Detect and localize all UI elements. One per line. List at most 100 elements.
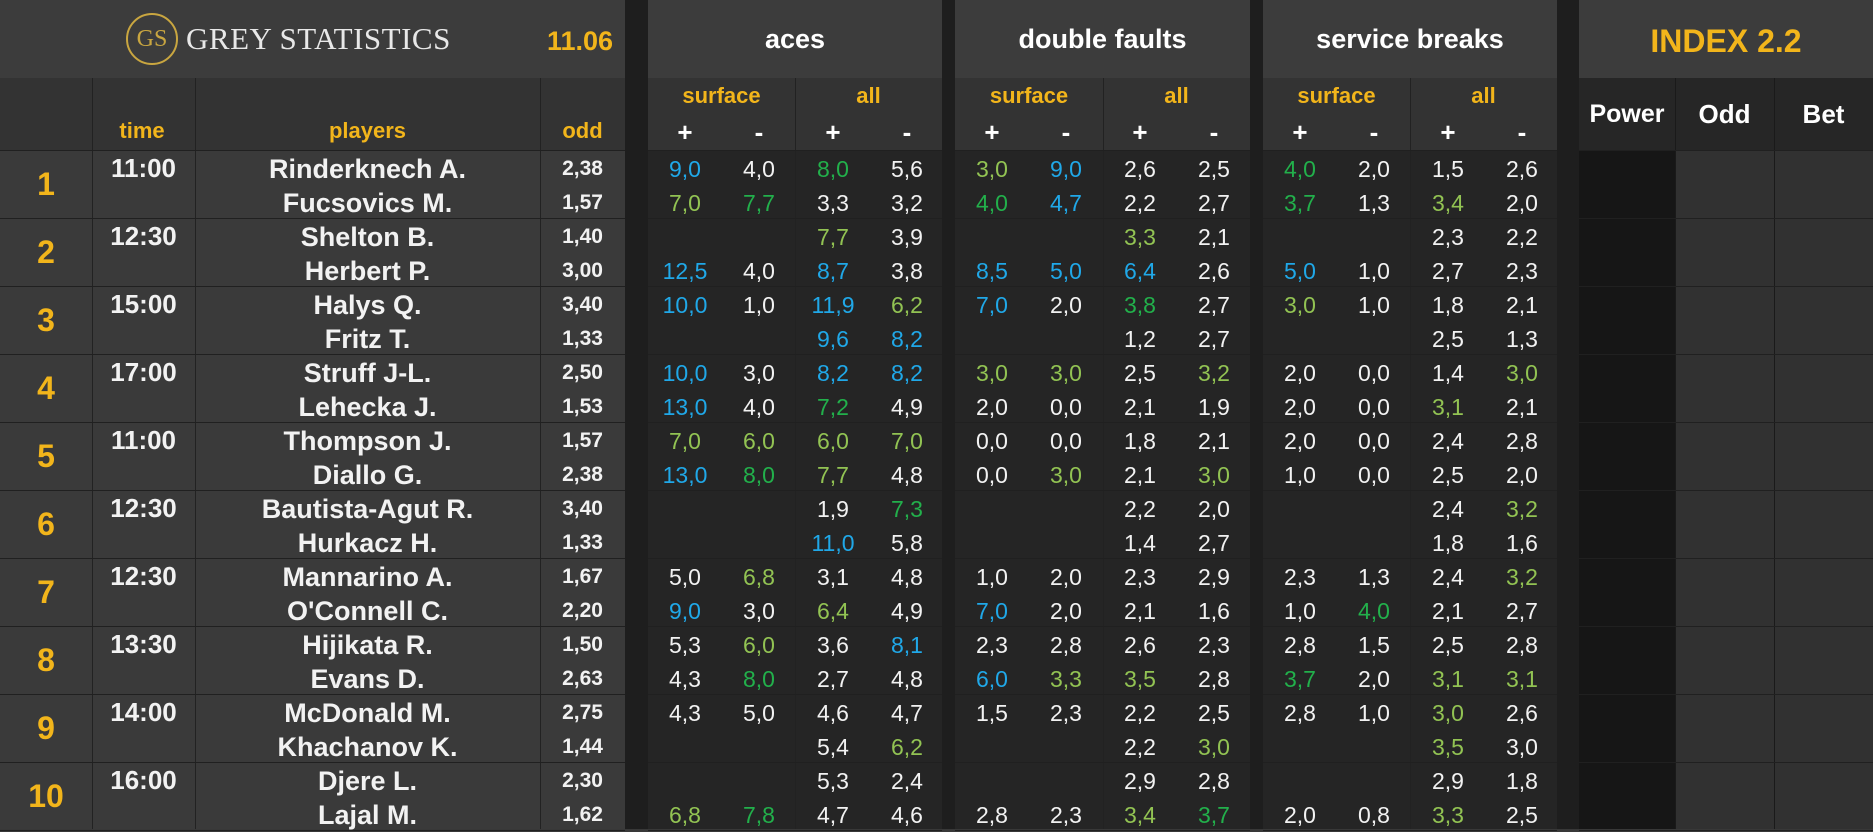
stat-value: 2,6 [1124, 631, 1156, 658]
stat-value: 7,8 [743, 801, 775, 828]
stat-value: 2,5 [1506, 801, 1538, 828]
stat-value: 4,0 [743, 155, 775, 182]
stat-value: 0,0 [1050, 427, 1082, 454]
stat-value: 2,0 [1198, 495, 1230, 522]
minus-subheader: - [1369, 116, 1379, 147]
match-number: 5 [37, 437, 55, 474]
stat-value: 2,3 [976, 631, 1008, 658]
grid-hline [648, 490, 942, 491]
stat-value: 6,2 [891, 291, 923, 318]
stat-value: 3,0 [1198, 461, 1230, 488]
match-number: 4 [37, 369, 55, 406]
player-odd: 1,57 [562, 429, 603, 452]
stat-value: 3,0 [976, 155, 1008, 182]
player-odd: 1,62 [562, 803, 603, 826]
stat-value: 3,2 [891, 189, 923, 216]
surface-subheader: surface [1297, 83, 1376, 108]
match-time: 11:00 [110, 152, 177, 183]
stat-value: 1,8 [1506, 767, 1538, 794]
player-odd: 1,33 [562, 531, 603, 554]
sb-header [1263, 0, 1557, 78]
stat-value: 0,0 [1358, 359, 1390, 386]
grid-hline [0, 490, 625, 491]
all-subheader: all [1164, 83, 1189, 108]
stat-value: 2,5 [1124, 359, 1156, 386]
stat-value: 8,0 [817, 155, 849, 182]
stat-value: 2,0 [1506, 189, 1538, 216]
stat-value: 3,2 [1198, 359, 1230, 386]
aces-title: aces [764, 23, 826, 54]
stat-value: 3,5 [1124, 665, 1156, 692]
player-name: Fritz T. [324, 323, 411, 354]
player-odd: 2,30 [562, 769, 603, 792]
stat-value: 10,0 [662, 359, 708, 386]
stat-value: 8,5 [976, 257, 1008, 284]
stat-value: 3,2 [1506, 495, 1538, 522]
match-time: 12:30 [110, 220, 177, 251]
body-left [0, 150, 625, 829]
stat-value: 3,1 [1506, 665, 1538, 692]
stat-value: 2,1 [1124, 461, 1156, 488]
stat-value: 3,1 [817, 563, 849, 590]
grid-hline [648, 354, 942, 355]
grid-hline [648, 150, 942, 151]
match-number: 3 [37, 301, 55, 338]
stat-value: 2,7 [1198, 291, 1230, 318]
stat-value: 1,4 [1124, 529, 1156, 556]
stat-value: 2,6 [1506, 155, 1538, 182]
stat-value: 0,0 [1358, 427, 1390, 454]
match-time: 14:00 [110, 696, 177, 727]
grid-hline [0, 558, 625, 559]
plus-subheader: + [984, 116, 1000, 147]
player-odd: 1,44 [562, 735, 603, 758]
grid-hline [1579, 422, 1873, 423]
stat-value: 7,0 [976, 597, 1008, 624]
player-odd: 1,53 [562, 395, 603, 418]
stat-value: 1,6 [1198, 597, 1230, 624]
grid-hline [1263, 218, 1557, 219]
power-body [1579, 150, 1675, 829]
stat-value: 2,0 [1050, 291, 1082, 318]
stat-value: 5,8 [891, 529, 923, 556]
stat-value: 1,3 [1358, 189, 1390, 216]
match-number: 2 [37, 233, 55, 270]
stat-value: 1,9 [1198, 393, 1230, 420]
stat-value: 3,4 [1432, 189, 1464, 216]
stat-value: 2,5 [1198, 155, 1230, 182]
grid-hline [955, 286, 1250, 287]
stat-value: 3,7 [1284, 189, 1316, 216]
player-odd: 2,38 [562, 463, 603, 486]
grid-hline [1263, 354, 1557, 355]
stat-value: 3,3 [817, 189, 849, 216]
stat-value: 2,1 [1506, 393, 1538, 420]
stat-value: 3,3 [1050, 665, 1082, 692]
service-breaks-title: service breaks [1316, 23, 1504, 54]
stat-value: 2,7 [1432, 257, 1464, 284]
player-name: Bautista-Agut R. [261, 493, 474, 524]
player-name: Evans D. [310, 663, 425, 694]
stat-value: 4,6 [817, 699, 849, 726]
stat-value: 4,6 [891, 801, 923, 828]
col-bet-header: Bet [1802, 98, 1845, 129]
stat-value: 4,7 [817, 801, 849, 828]
player-odd: 3,40 [562, 497, 603, 520]
grid-hline [1263, 150, 1557, 151]
logo-mark: GS [136, 25, 168, 52]
grid-hline [1263, 558, 1557, 559]
aces-header [648, 0, 942, 78]
stat-value: 2,7 [1506, 597, 1538, 624]
stat-value: 9,0 [669, 155, 701, 182]
match-time: 13:30 [110, 628, 177, 659]
grid-hline [648, 694, 942, 695]
grid-hline [1579, 150, 1873, 151]
grid-vline [540, 78, 541, 829]
stat-value: 2,6 [1506, 699, 1538, 726]
stat-value: 6,8 [669, 801, 701, 828]
stat-value: 7,0 [669, 189, 701, 216]
stat-value: 1,6 [1506, 529, 1538, 556]
grid-vline [1103, 78, 1104, 829]
stat-value: 2,4 [1432, 495, 1464, 522]
player-name: Hurkacz H. [297, 527, 438, 558]
plus-subheader: + [1132, 116, 1148, 147]
grid-hline [955, 558, 1250, 559]
